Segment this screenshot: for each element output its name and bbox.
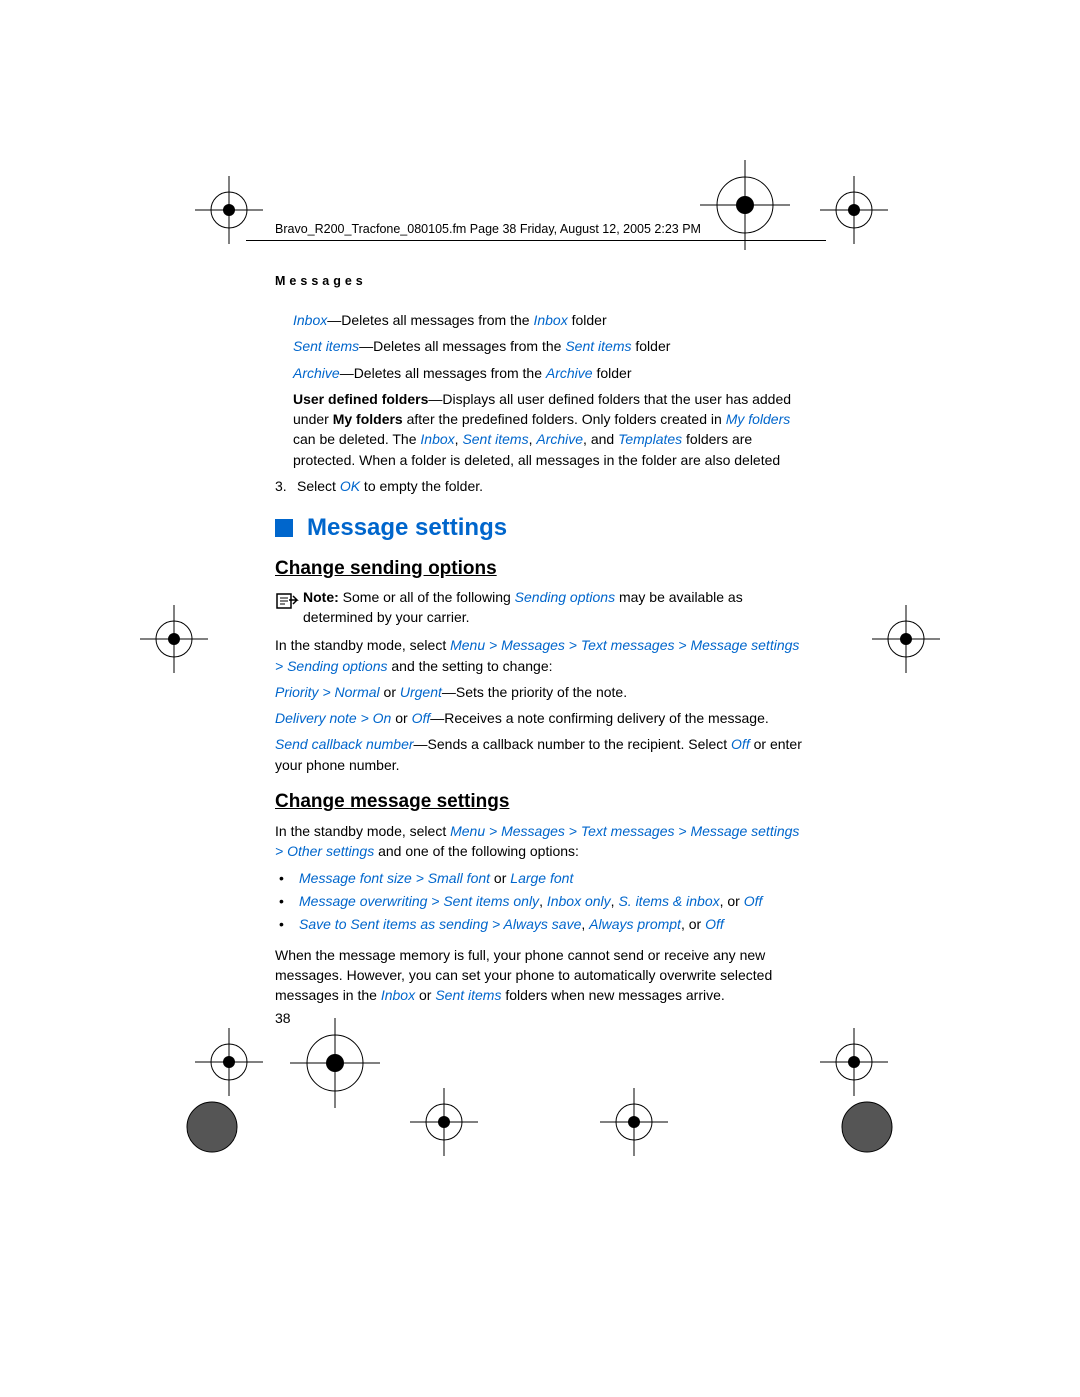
step-number: 3. [275,478,297,494]
heading-square-icon [275,519,293,537]
regmark-bot-left-2 [290,1018,380,1108]
delivery-note-option: Delivery note > On or Off—Receives a not… [275,708,805,728]
regmark-mid-left [140,605,208,673]
final-paragraph: When the message memory is full, your ph… [275,945,805,1006]
regmark-bot-right [820,1028,888,1096]
standby-other-path: In the standby mode, select Menu > Messa… [275,821,805,862]
regmark-mid-right [872,605,940,673]
priority-option: Priority > Normal or Urgent—Sets the pri… [275,682,805,702]
archive-option: Archive—Deletes all messages from the Ar… [275,363,805,383]
section-header: Messages [275,274,805,288]
regmark-top-left [195,176,263,244]
solid-circle-1 [185,1100,239,1154]
solid-circle-2 [840,1100,894,1154]
bullet-marker: • [279,891,299,912]
bullet-marker: • [279,868,299,889]
header-filename: Bravo_R200_Tracfone_080105.fm Page 38 Fr… [275,222,805,236]
step-3: 3. Select OK to empty the folder. [275,478,805,494]
callback-option: Send callback number—Sends a callback nu… [275,734,805,775]
subheading-message-settings: Change message settings [275,791,805,813]
note-text: Note: Some or all of the following Sendi… [303,588,805,627]
regmark-bottom-1 [410,1088,478,1156]
bullet-overwriting: • Message overwriting > Sent items only,… [279,891,805,912]
user-defined-folders: User defined folders—Displays all user d… [275,389,805,470]
note-block: Note: Some or all of the following Sendi… [275,588,805,627]
bullet-save-sent: • Save to Sent items as sending > Always… [279,914,805,935]
regmark-bottom-2 [600,1088,668,1156]
subheading-sending-options: Change sending options [275,558,805,580]
step-text: Select OK to empty the folder. [297,478,483,494]
standby-sending-path: In the standby mode, select Menu > Messa… [275,635,805,676]
sent-items-option: Sent items—Deletes all messages from the… [275,336,805,356]
regmark-bot-left-1 [195,1028,263,1096]
regmark-top-right-2 [820,176,888,244]
bullet-font-size: • Message font size > Small font or Larg… [279,868,805,889]
page-number: 38 [275,1010,291,1026]
page-content: Bravo_R200_Tracfone_080105.fm Page 38 Fr… [275,222,805,1012]
heading-text: Message settings [307,514,507,542]
note-icon [275,588,303,617]
inbox-option: Inbox—Deletes all messages from the Inbo… [275,310,805,330]
bullet-marker: • [279,914,299,935]
heading-message-settings: Message settings [275,514,805,542]
